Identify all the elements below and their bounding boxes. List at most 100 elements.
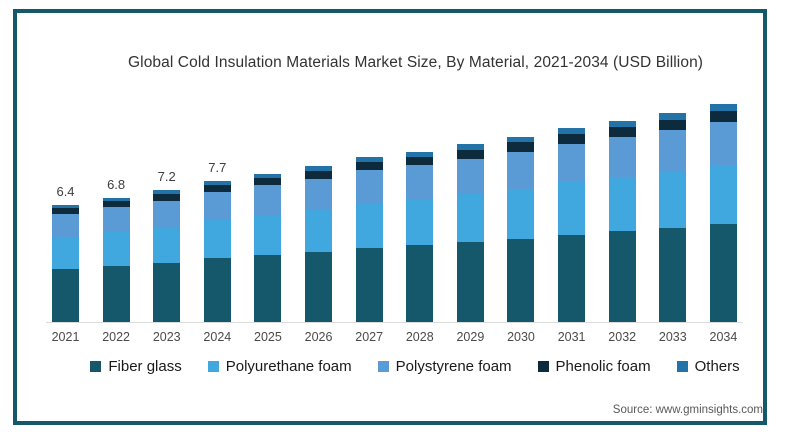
x-axis-tick-label: 2031	[557, 330, 586, 344]
bar-segment-polyurethane-foam	[558, 182, 586, 235]
legend-label: Polystyrene foam	[395, 358, 512, 375]
bar-segment-polystyrene-foam	[558, 143, 586, 183]
bar-total-label: 6.8	[107, 176, 126, 192]
bar-stack	[305, 166, 333, 322]
bar-segment-polyurethane-foam	[355, 203, 383, 248]
bar-segment-phenolic-foam	[709, 110, 737, 122]
bar-segment-others	[507, 136, 535, 143]
x-axis-tick-label: 2029	[456, 330, 485, 344]
bar-segment-fiber-glass	[406, 245, 434, 322]
bar-stack	[52, 204, 79, 322]
bar-group-2023: 7.2 2023	[153, 84, 181, 344]
bar-segment-others	[254, 173, 282, 178]
bar-group-2025: 2025	[254, 84, 282, 344]
bar-group-2031: 2031	[558, 84, 586, 344]
bar-stack	[456, 144, 484, 322]
bar-stack	[659, 113, 687, 322]
bar-segment-phenolic-foam	[254, 177, 282, 186]
bar-segment-phenolic-foam	[558, 133, 586, 144]
bar-segment-fiber-glass	[153, 262, 181, 322]
bar-segment-polyurethane-foam	[203, 220, 231, 259]
bar-segment-others	[153, 190, 181, 195]
bar-segment-others	[355, 157, 383, 163]
legend-swatch-icon	[377, 361, 389, 372]
bar-group-2034: 2034	[709, 84, 737, 344]
bar-segment-phenolic-foam	[659, 119, 687, 130]
x-axis-tick-label: 2025	[254, 330, 282, 344]
bar-segment-polyurethane-foam	[254, 215, 282, 256]
x-axis-tick-label: 2028	[405, 330, 434, 344]
chart-title: Global Cold Insulation Materials Market …	[128, 54, 704, 71]
bar-group-2021: 6.4 2021	[52, 84, 80, 344]
x-axis-tick-label: 2024	[203, 330, 232, 344]
bar-segment-others	[709, 103, 737, 111]
legend-swatch-icon	[90, 361, 102, 372]
bar-segment-polyurethane-foam	[52, 237, 79, 270]
bar-segment-polyurethane-foam	[406, 199, 434, 246]
bar-segment-others	[608, 120, 636, 127]
bar-stack	[203, 180, 231, 322]
bar-stack	[608, 120, 636, 322]
bar-segment-phenolic-foam	[507, 142, 535, 152]
bar-segment-polystyrene-foam	[355, 170, 383, 204]
bar-segment-phenolic-foam	[153, 194, 181, 201]
bar-segment-others	[203, 180, 231, 186]
bar-total-label: 6.4	[56, 183, 75, 199]
source-attribution: Source: www.gminsights.com	[612, 404, 763, 416]
bar-segment-polystyrene-foam	[203, 192, 231, 221]
bar-stack	[254, 173, 282, 322]
bar-stack	[153, 190, 181, 322]
bar-segment-others	[558, 128, 586, 134]
bar-segment-polyurethane-foam	[608, 177, 636, 232]
bar-total-label: 7.2	[157, 169, 176, 185]
bar-group-2028: 2028	[406, 84, 434, 344]
bar-segment-others	[659, 113, 687, 120]
bar-segment-phenolic-foam	[406, 156, 434, 166]
x-axis-tick-label: 2032	[608, 330, 637, 344]
bar-segment-polyurethane-foam	[507, 188, 535, 239]
bar-segment-fiber-glass	[254, 255, 282, 322]
bar-segment-fiber-glass	[507, 238, 535, 322]
bar-segment-phenolic-foam	[305, 170, 333, 179]
legend-swatch-icon	[207, 361, 219, 372]
bar-segment-phenolic-foam	[203, 185, 231, 193]
legend-label: Phenolic foam	[555, 358, 651, 375]
bar-segment-phenolic-foam	[456, 149, 484, 159]
plot-area: 6.4 2021 6.8 2022 7.2 2023 7.7 2024 2025 2026 2027…	[52, 84, 737, 344]
bar-group-2024: 7.7 2024	[203, 84, 231, 344]
bar-segment-polystyrene-foam	[102, 207, 130, 233]
bar-segment-others	[52, 204, 79, 209]
legend-swatch-icon	[537, 361, 549, 372]
bar-stack	[102, 197, 130, 322]
legend-item-phenolic-foam: Phenolic foam	[537, 358, 651, 375]
legend-label: Polyurethane foam	[225, 358, 352, 375]
bar-group-2022: 6.8 2022	[102, 84, 130, 344]
bar-segment-others	[456, 144, 484, 150]
bar-segment-polystyrene-foam	[507, 151, 535, 189]
bar-segment-polystyrene-foam	[406, 165, 434, 200]
bar-segment-polyurethane-foam	[709, 165, 737, 224]
x-axis-tick-label: 2027	[355, 330, 384, 344]
bar-segment-polystyrene-foam	[659, 129, 687, 172]
bar-total-label: 7.7	[208, 159, 227, 175]
bar-group-2033: 2033	[659, 84, 687, 344]
bar-segment-polyurethane-foam	[153, 227, 181, 263]
bar-segment-phenolic-foam	[52, 208, 79, 215]
bar-group-2030: 2030	[507, 84, 535, 344]
bar-segment-fiber-glass	[558, 234, 586, 322]
bar-segment-polystyrene-foam	[456, 158, 484, 195]
bar-segment-fiber-glass	[355, 247, 383, 322]
bar-group-2027: 2027	[355, 84, 383, 344]
x-axis-tick-label: 2023	[152, 330, 181, 344]
legend-item-polystyrene-foam: Polystyrene foam	[377, 358, 512, 375]
bar-segment-others	[102, 197, 130, 202]
bar-segment-fiber-glass	[709, 223, 737, 322]
bar-segment-phenolic-foam	[355, 162, 383, 171]
bar-segment-polystyrene-foam	[608, 136, 636, 178]
bar-group-2032: 2032	[608, 84, 636, 344]
legend-label: Others	[694, 358, 740, 375]
bar-segment-polystyrene-foam	[52, 214, 79, 238]
legend-swatch-icon	[676, 361, 688, 372]
bar-segment-polystyrene-foam	[254, 185, 282, 216]
